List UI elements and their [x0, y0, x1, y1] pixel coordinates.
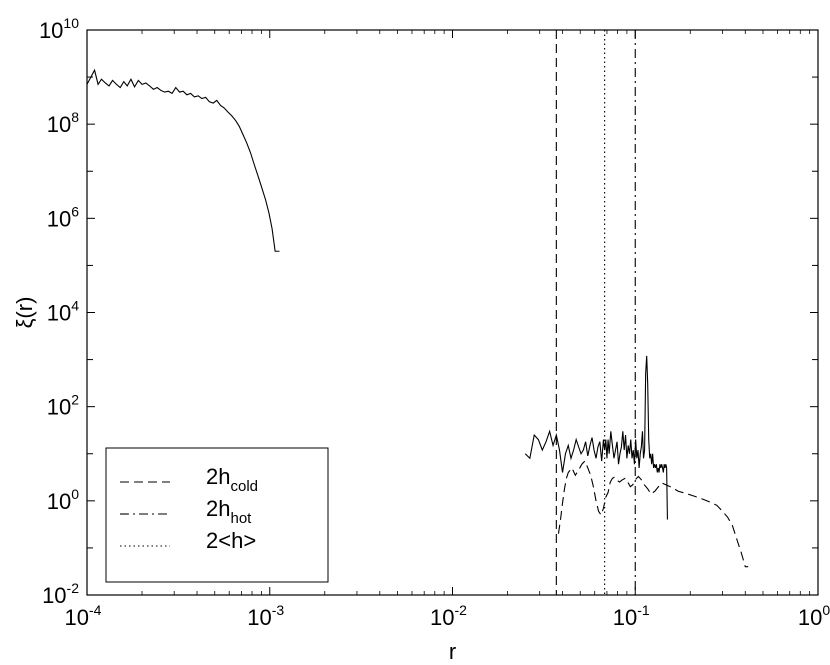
y-tick-label: 1010: [39, 15, 79, 43]
y-tick-label: 106: [47, 203, 79, 231]
x-tick-label: 10-1: [613, 602, 650, 630]
legend-box: [105, 447, 329, 583]
series-line-2: [524, 355, 668, 520]
reference-lines: [555, 30, 636, 595]
series-line-3: [557, 460, 749, 568]
y-tick-label: 108: [47, 109, 79, 137]
x-tick-label: 10-4: [65, 602, 102, 630]
series-group: [87, 68, 749, 568]
y-tick-label: 104: [47, 298, 79, 326]
x-tick-label: 10-3: [247, 602, 284, 630]
legend-label: 2hcold: [206, 464, 258, 495]
y-tick-label: 10-2: [42, 580, 79, 608]
series-line-1: [87, 68, 280, 252]
x-axis-label: r: [449, 639, 456, 664]
y-tick-label: 100: [47, 486, 79, 514]
legend-label: 2<h>: [206, 528, 256, 553]
tick-labels: 10-4 10-3 10-2 10-1 100 10-2 100 102 104 106 108 10…: [39, 15, 830, 630]
y-tick-label: 102: [47, 392, 79, 420]
legend-label: 2hhot: [206, 496, 252, 527]
x-tick-label: 10-2: [430, 602, 467, 630]
x-tick-label: 100: [798, 602, 830, 630]
y-axis-label: ξ(r): [12, 297, 37, 329]
axis-ticks: [86, 29, 819, 596]
